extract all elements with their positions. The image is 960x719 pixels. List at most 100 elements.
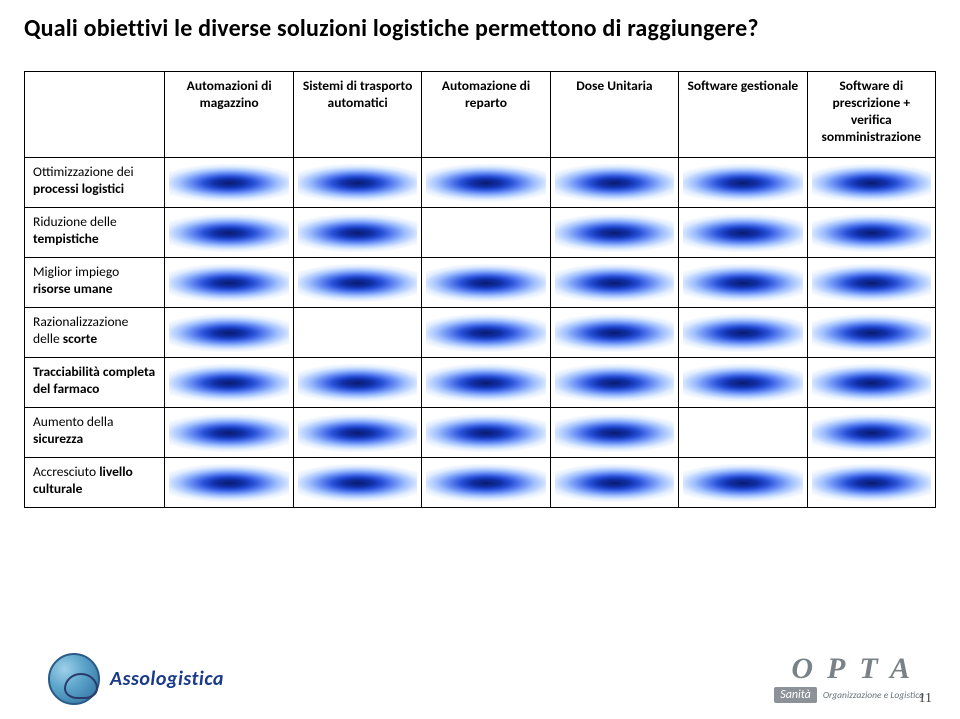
matrix-cell [293,458,421,508]
matrix-cell [422,208,550,258]
matrix-cell [422,408,550,458]
assologistica-text: Assologistica [110,667,224,691]
marker-icon [555,313,674,353]
matrix-cell [422,258,550,308]
marker-icon [683,263,802,303]
marker-icon [683,213,802,253]
row-header: Ottimizzazione dei processi logistici [25,158,165,208]
marker-icon [298,263,417,303]
table-row: Aumento della sicurezza [25,408,936,458]
matrix-cell [165,258,293,308]
row-label-highlight: sicurezza [33,430,83,447]
marker-icon [169,363,288,403]
table-row: Riduzione delle tempistiche [25,208,936,258]
column-header: Automazione di reparto [422,72,550,158]
row-header: Razionalizzazione delle scorte [25,308,165,358]
sanita-badge: Sanità [774,687,817,703]
matrix-cell [165,458,293,508]
marker-icon [426,463,545,503]
row-header: Tracciabilità completa del farmaco [25,358,165,408]
opta-logo: OPTA Sanità Organizzazione e Logistica [774,654,924,703]
table-row: Miglior impiego risorse umane [25,258,936,308]
matrix-cell [165,408,293,458]
matrix-cell [293,358,421,408]
table-row: Ottimizzazione dei processi logistici [25,158,936,208]
table-row: Accresciuto livello culturale [25,458,936,508]
marker-icon [555,213,674,253]
matrix-cell [550,258,678,308]
matrix-cell [422,458,550,508]
matrix-cell [679,308,807,358]
marker-icon [812,363,931,403]
marker-icon [426,313,545,353]
page-footer: Assologistica OPTA Sanità Organizzazione… [0,637,960,709]
marker-icon [426,163,545,203]
row-header: Aumento della sicurezza [25,408,165,458]
column-header: Software di prescrizione + verifica somm… [807,72,935,158]
matrix-cell [679,258,807,308]
matrix-cell [550,308,678,358]
matrix-cell [165,158,293,208]
marker-icon [555,163,674,203]
matrix-cell [550,358,678,408]
matrix-cell [679,158,807,208]
assologistica-logo: Assologistica [48,653,224,705]
matrix-cell [293,158,421,208]
row-label-highlight: risorse umane [33,280,113,297]
objectives-matrix-table: Automazioni di magazzino Sistemi di tras… [24,71,936,508]
row-label-highlight: scorte [63,330,97,347]
marker-icon [812,413,931,453]
row-label-plain: Accresciuto [33,463,99,480]
row-header: Miglior impiego risorse umane [25,258,165,308]
matrix-cell [550,408,678,458]
matrix-cell [807,258,935,308]
matrix-cell [422,158,550,208]
marker-icon [555,463,674,503]
marker-icon [169,463,288,503]
matrix-cell [165,358,293,408]
marker-icon [555,413,674,453]
marker-icon [812,263,931,303]
opta-subtitle: Organizzazione e Logistica [823,689,924,701]
marker-icon [683,363,802,403]
column-header: Software gestionale [679,72,807,158]
matrix-cell [293,308,421,358]
matrix-cell [679,458,807,508]
opta-text: OPTA [774,654,924,684]
matrix-cell [679,408,807,458]
marker-icon [169,413,288,453]
marker-icon [555,263,674,303]
row-label-plain: Ottimizzazione dei [33,163,134,180]
marker-icon [169,263,288,303]
marker-icon [426,413,545,453]
row-header: Accresciuto livello culturale [25,458,165,508]
row-label-plain: Aumento della [33,413,113,430]
table-corner-cell [25,72,165,158]
matrix-cell [679,208,807,258]
marker-icon [169,213,288,253]
row-label-highlight: processi logistici [33,180,124,197]
table-row: Tracciabilità completa del farmaco [25,358,936,408]
matrix-cell [807,358,935,408]
matrix-cell [807,208,935,258]
marker-icon [298,363,417,403]
matrix-cell [165,208,293,258]
matrix-cell [807,458,935,508]
matrix-cell [807,408,935,458]
matrix-cell [293,408,421,458]
marker-icon [812,463,931,503]
marker-icon [555,363,674,403]
matrix-cell [422,308,550,358]
marker-icon [298,213,417,253]
marker-icon [683,463,802,503]
marker-icon [683,313,802,353]
matrix-cell [293,258,421,308]
row-label-highlight: tempistiche [33,230,99,247]
matrix-cell [293,208,421,258]
marker-icon [683,163,802,203]
matrix-cell [165,308,293,358]
marker-icon [812,313,931,353]
marker-icon [812,163,931,203]
row-label-plain: Riduzione delle [33,213,117,230]
marker-icon [298,463,417,503]
